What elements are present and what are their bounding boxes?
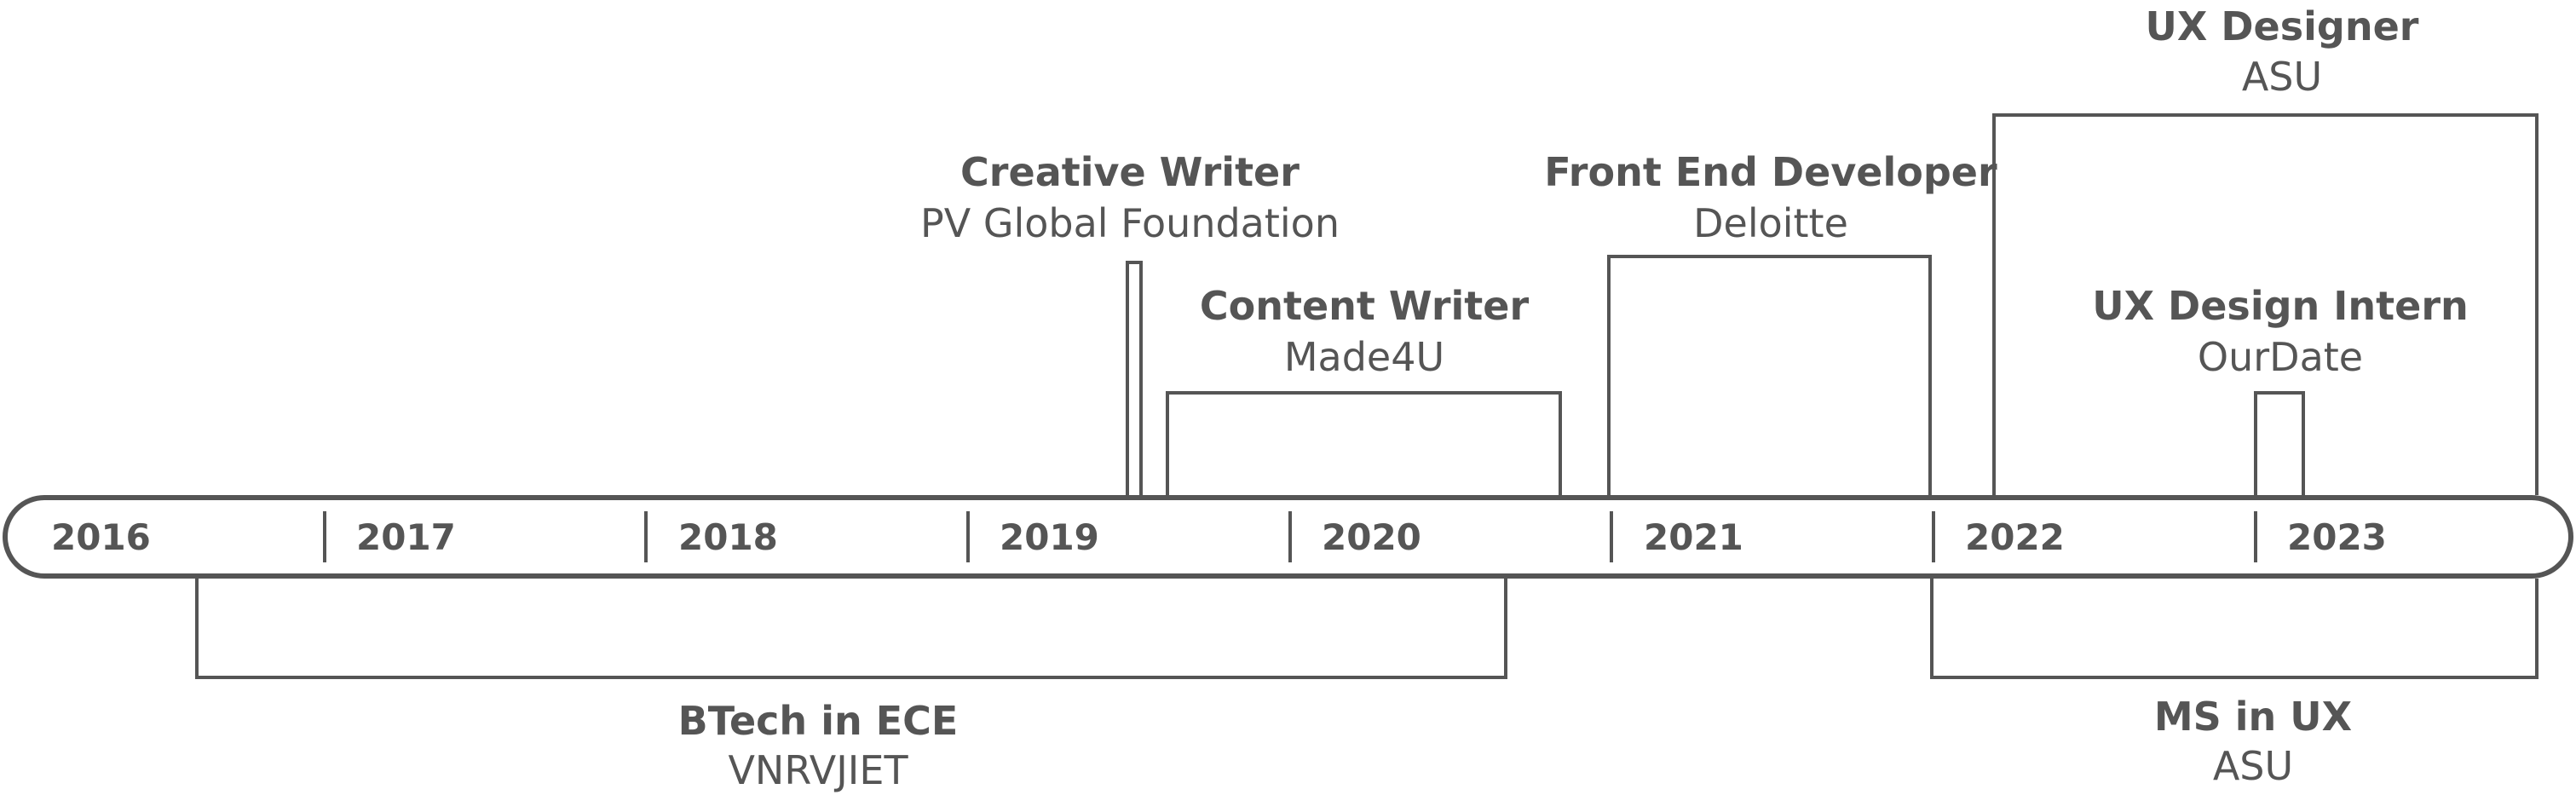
ux-designer-bracket [1992, 113, 2539, 495]
creative-writer-title: Creative Writer [960, 149, 1300, 195]
ux-designer-org: ASU [2242, 54, 2322, 100]
front-end-developer-bracket [1607, 255, 1932, 495]
content-writer-title: Content Writer [1200, 283, 1530, 329]
year-label: 2017 [356, 516, 456, 558]
creative-writer-org: PV Global Foundation [920, 200, 1340, 246]
year-label: 2023 [2287, 516, 2387, 558]
ux-design-intern-bracket [2254, 391, 2305, 495]
year-label: 2018 [678, 516, 778, 558]
content-writer-org: Made4U [1284, 334, 1444, 380]
creative-writer-bracket [1126, 261, 1143, 495]
year-label: 2016 [51, 516, 151, 558]
timeline-bar [3, 495, 2573, 579]
experience-brackets [1126, 113, 2539, 495]
year-label: 2019 [1000, 516, 1099, 558]
ms-title: MS in UX [2154, 694, 2352, 740]
year-label: 2022 [1965, 516, 2065, 558]
year-labels: 2016 2017 2018 2019 2020 2021 2022 2023 [51, 516, 2387, 558]
education-brackets [195, 579, 2539, 679]
btech-bracket [195, 579, 1507, 679]
btech-title: BTech in ECE [678, 698, 959, 744]
year-dividers [323, 511, 2257, 562]
ux-design-intern-org: OurDate [2198, 334, 2363, 380]
ms-bracket [1930, 579, 2539, 679]
ms-org: ASU [2213, 743, 2293, 789]
btech-org: VNRVJIET [728, 747, 908, 793]
front-end-developer-org: Deloitte [1693, 200, 1848, 246]
year-label: 2020 [1322, 516, 1421, 558]
content-writer-bracket [1166, 391, 1562, 495]
front-end-developer-title: Front End Developer [1544, 149, 1997, 195]
ux-designer-title: UX Designer [2146, 3, 2419, 49]
year-label: 2021 [1644, 516, 1743, 558]
ux-design-intern-title: UX Design Intern [2092, 283, 2469, 329]
